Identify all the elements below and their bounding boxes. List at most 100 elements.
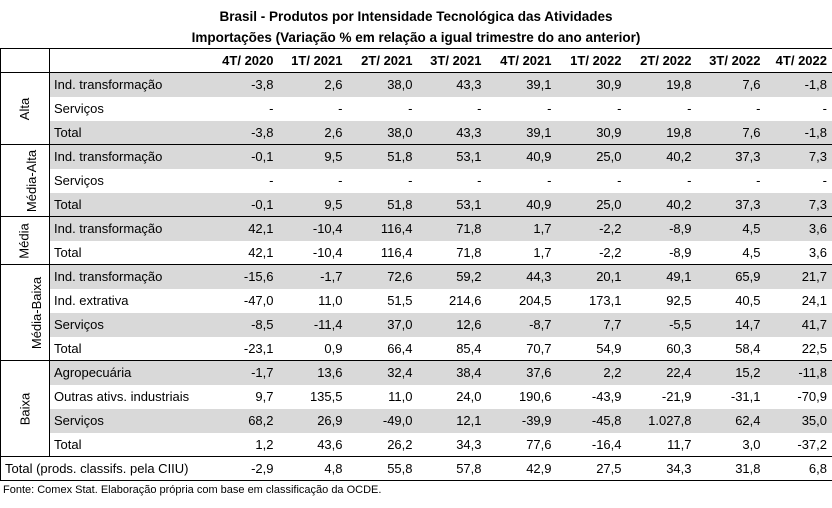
table-cell: 55,8 bbox=[347, 456, 418, 481]
table-cell: - bbox=[547, 173, 552, 188]
table-cell: -43,9 bbox=[591, 389, 622, 404]
data-table: 4T/ 2020 1T/ 2021 2T/ 2021 3T/ 2021 4T/ 2021… bbox=[0, 48, 832, 481]
table-row: Média-Baixa Ind. transformação -15,6 -1,7 72… bbox=[0, 264, 832, 361]
table-cell: 1,7 bbox=[533, 244, 552, 260]
table-cell: 12,1 bbox=[417, 408, 487, 433]
table-cell: 22,4 bbox=[626, 360, 697, 385]
table-cell: 57,8 bbox=[417, 456, 487, 481]
table-cell: 25,0 bbox=[556, 192, 627, 217]
column-header: 2T/ 2022 bbox=[626, 48, 697, 73]
header-blank bbox=[0, 48, 50, 73]
table-cell: 51,8 bbox=[347, 192, 418, 217]
table-cell: 71,8 bbox=[456, 244, 482, 260]
table-cell: 77,6 bbox=[526, 436, 552, 452]
table-row: Total 1,2 43,6 26,2 34,3 77,6 -16,4 11,7 3,0 -37,… bbox=[1, 432, 832, 457]
table-cell: 190,6 bbox=[518, 389, 552, 404]
table-cell: 71,8 bbox=[417, 216, 487, 241]
group-label: Média bbox=[0, 216, 50, 265]
table-cell: 38,0 bbox=[347, 120, 418, 145]
group-label: Alta bbox=[0, 72, 50, 145]
table-cell: -21,9 bbox=[661, 389, 692, 404]
table-cell: 26,2 bbox=[387, 436, 413, 452]
table-cell: 27,5 bbox=[556, 456, 627, 481]
table-cell: -31,1 bbox=[730, 389, 761, 404]
table-cell: 58,4 bbox=[735, 340, 761, 356]
table-cell: 60,3 bbox=[666, 340, 692, 356]
table-cell: 19,8 bbox=[626, 120, 697, 145]
table-cell: - bbox=[617, 101, 622, 116]
table-cell: -8,5 bbox=[207, 312, 279, 337]
table-cell: 43,3 bbox=[417, 120, 487, 145]
table-cell: 53,1 bbox=[417, 144, 487, 169]
table-cell: 40,9 bbox=[486, 192, 557, 217]
title-block: Brasil - Produtos por Intensidade Tecnol… bbox=[0, 0, 832, 48]
table-cell: 66,4 bbox=[387, 340, 413, 356]
group-name: Baixa bbox=[17, 392, 32, 426]
table-row: Alta Ind. transformação -3,8 2,6 38,0 43,3 39,… bbox=[0, 72, 832, 145]
table-cell: 53,1 bbox=[417, 192, 487, 217]
table-cell: 62,4 bbox=[696, 408, 766, 433]
table-cell: 20,1 bbox=[556, 264, 627, 289]
table-cell: - bbox=[477, 101, 482, 116]
table-cell: 40,9 bbox=[486, 144, 557, 169]
table-cell: -39,9 bbox=[486, 408, 557, 433]
table-cell: 25,0 bbox=[556, 144, 627, 169]
table-row: Serviços - - - - - - - - - bbox=[1, 168, 832, 193]
table-cell: -2,9 bbox=[207, 456, 279, 481]
table-cell: 7,3 bbox=[765, 192, 832, 217]
table-cell: 39,1 bbox=[486, 120, 557, 145]
table-cell: - bbox=[756, 101, 761, 116]
table-cell: 32,4 bbox=[347, 360, 418, 385]
table-cell: - bbox=[269, 173, 274, 188]
table-cell: 173,1 bbox=[588, 293, 622, 308]
table-row: Média-Alta Ind. transformação -0,1 9,5 51,8 5… bbox=[0, 144, 832, 217]
group-name: Média bbox=[16, 223, 32, 259]
column-header: 1T/ 2021 bbox=[278, 48, 348, 73]
table-cell: 92,5 bbox=[666, 293, 692, 308]
row-label: Ind. transformação bbox=[49, 264, 208, 289]
table-cell: -70,9 bbox=[765, 384, 832, 409]
table-cell: - bbox=[338, 173, 343, 188]
table-cell: 68,2 bbox=[207, 408, 279, 433]
table-row: Total -3,8 2,6 38,0 43,3 39,1 30,9 19,8 7,6 -1,8 bbox=[1, 120, 832, 145]
row-label: Total bbox=[49, 120, 208, 145]
table-row: Serviços 68,2 26,9 -49,0 12,1 -39,9 -45,8 1.027… bbox=[1, 408, 832, 433]
table-cell: - bbox=[477, 173, 482, 188]
table-cell: -3,8 bbox=[207, 120, 279, 145]
table-cell: 85,4 bbox=[456, 340, 482, 356]
row-label: Serviços bbox=[49, 408, 208, 433]
row-label: Outras ativs. industriais bbox=[54, 389, 190, 404]
table-cell: -10,4 bbox=[312, 244, 343, 260]
table-cell: 37,3 bbox=[696, 144, 766, 169]
table-cell: 14,7 bbox=[696, 312, 766, 337]
table-cell: 135,5 bbox=[309, 389, 343, 404]
table-cell: 42,9 bbox=[486, 456, 557, 481]
table-title: Brasil - Produtos por Intensidade Tecnol… bbox=[219, 9, 613, 24]
table-row: Outras ativs. industriais 9,7 135,5 11,0 24,… bbox=[1, 384, 832, 409]
table-cell: -11,4 bbox=[278, 312, 348, 337]
table-cell: 21,7 bbox=[765, 264, 832, 289]
source-note: Fonte: Comex Stat. Elaboração própria co… bbox=[3, 484, 382, 496]
table-cell: 11,0 bbox=[388, 389, 413, 404]
table-cell: 59,2 bbox=[417, 264, 487, 289]
table-cell: 3,6 bbox=[765, 240, 832, 265]
table-cell: 37,0 bbox=[347, 312, 418, 337]
group-label: Média-Baixa bbox=[0, 264, 50, 361]
row-label: Serviços bbox=[54, 101, 104, 116]
table-subtitle: Importações (Variação % em relação a igu… bbox=[191, 30, 641, 45]
column-header: 4T/ 2020 bbox=[207, 48, 279, 73]
table-row: Total -0,1 9,5 51,8 53,1 40,9 25,0 40,2 37,3 7,3 bbox=[1, 192, 832, 217]
table-cell: -1,8 bbox=[765, 72, 832, 97]
table-cell: 2,6 bbox=[278, 72, 348, 97]
table-cell: -11,8 bbox=[765, 360, 832, 385]
column-header: 4T/ 2022 bbox=[765, 48, 832, 73]
table-cell: 51,5 bbox=[387, 293, 413, 308]
table-cell: 54,9 bbox=[596, 340, 622, 356]
table-cell: -8,9 bbox=[626, 216, 697, 241]
table-cell: 34,3 bbox=[456, 436, 482, 452]
row-label: Ind. transformação bbox=[49, 216, 208, 241]
table-cell: 39,1 bbox=[486, 72, 557, 97]
table-cell: 4,8 bbox=[278, 456, 348, 481]
table-cell: -8,7 bbox=[486, 312, 557, 337]
table-cell: 42,1 bbox=[248, 244, 274, 260]
